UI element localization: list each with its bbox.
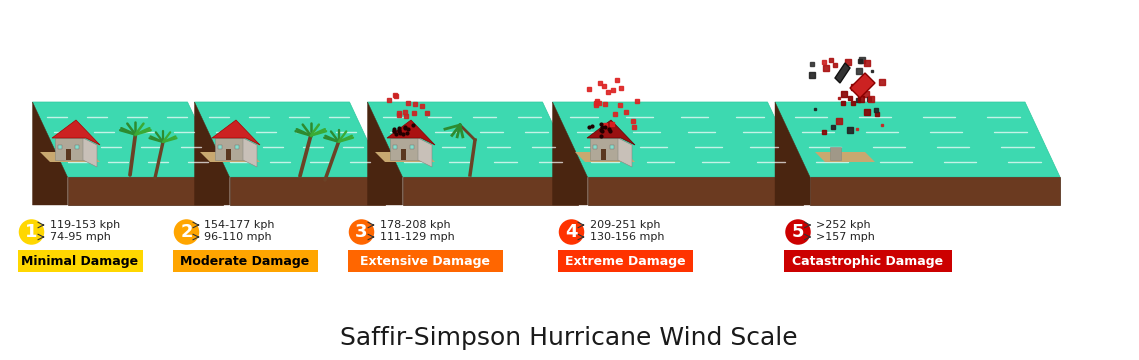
Text: >252 kph: >252 kph <box>816 220 870 230</box>
Polygon shape <box>375 152 435 162</box>
Polygon shape <box>33 102 222 177</box>
Text: >157 mph: >157 mph <box>816 232 875 242</box>
Polygon shape <box>229 177 385 205</box>
Bar <box>410 145 413 149</box>
Text: 4: 4 <box>565 223 577 241</box>
Polygon shape <box>55 138 83 160</box>
Polygon shape <box>810 177 1060 205</box>
Polygon shape <box>575 152 636 162</box>
Polygon shape <box>850 73 875 98</box>
Text: Extensive Damage: Extensive Damage <box>360 255 490 267</box>
Polygon shape <box>226 149 231 160</box>
Polygon shape <box>66 149 72 160</box>
Polygon shape <box>368 102 577 177</box>
Bar <box>218 145 222 149</box>
Polygon shape <box>33 102 67 205</box>
Text: Catastrophic Damage: Catastrophic Damage <box>793 255 943 267</box>
Polygon shape <box>775 102 1060 177</box>
Polygon shape <box>552 102 588 205</box>
FancyBboxPatch shape <box>347 250 502 272</box>
Polygon shape <box>590 138 618 160</box>
Bar <box>609 145 614 149</box>
Bar <box>58 145 62 149</box>
Text: Minimal Damage: Minimal Damage <box>22 255 139 267</box>
Circle shape <box>172 218 200 246</box>
Polygon shape <box>835 63 850 83</box>
FancyBboxPatch shape <box>557 250 693 272</box>
Text: 119-153 kph: 119-153 kph <box>49 220 120 230</box>
Text: Moderate Damage: Moderate Damage <box>180 255 310 267</box>
Text: 1: 1 <box>25 223 38 241</box>
Polygon shape <box>600 149 606 160</box>
Polygon shape <box>830 147 842 160</box>
Text: Extreme Damage: Extreme Damage <box>565 255 686 267</box>
Polygon shape <box>195 102 385 177</box>
Polygon shape <box>587 120 636 145</box>
Polygon shape <box>212 120 260 145</box>
Text: 209-251 kph: 209-251 kph <box>590 220 659 230</box>
Polygon shape <box>816 152 875 162</box>
Polygon shape <box>83 138 97 167</box>
Text: 96-110 mph: 96-110 mph <box>205 232 272 242</box>
Polygon shape <box>243 138 257 167</box>
Polygon shape <box>552 102 803 177</box>
Bar <box>74 145 79 149</box>
Text: 178-208 kph: 178-208 kph <box>379 220 450 230</box>
Polygon shape <box>401 149 407 160</box>
Circle shape <box>557 218 585 246</box>
FancyBboxPatch shape <box>784 250 952 272</box>
Polygon shape <box>67 177 222 205</box>
Polygon shape <box>387 120 435 145</box>
Text: Saffir-Simpson Hurricane Wind Scale: Saffir-Simpson Hurricane Wind Scale <box>341 326 797 350</box>
Polygon shape <box>215 138 243 160</box>
Text: 2: 2 <box>180 223 192 241</box>
Polygon shape <box>402 177 577 205</box>
Circle shape <box>17 218 46 246</box>
Text: 3: 3 <box>355 223 368 241</box>
Bar <box>592 145 597 149</box>
Polygon shape <box>40 152 100 162</box>
Text: 130-156 mph: 130-156 mph <box>590 232 664 242</box>
FancyBboxPatch shape <box>17 250 142 272</box>
Polygon shape <box>368 102 402 205</box>
Bar <box>393 145 398 149</box>
Polygon shape <box>195 102 229 205</box>
FancyBboxPatch shape <box>172 250 318 272</box>
Bar <box>235 145 239 149</box>
Circle shape <box>347 218 376 246</box>
Polygon shape <box>200 152 260 162</box>
Text: 111-129 mph: 111-129 mph <box>379 232 454 242</box>
Polygon shape <box>390 138 418 160</box>
Polygon shape <box>588 177 803 205</box>
Polygon shape <box>52 120 100 145</box>
Text: 74-95 mph: 74-95 mph <box>49 232 110 242</box>
Polygon shape <box>618 138 632 167</box>
Circle shape <box>784 218 812 246</box>
Text: 5: 5 <box>792 223 804 241</box>
Polygon shape <box>775 102 810 205</box>
Polygon shape <box>418 138 432 167</box>
Text: 154-177 kph: 154-177 kph <box>205 220 274 230</box>
